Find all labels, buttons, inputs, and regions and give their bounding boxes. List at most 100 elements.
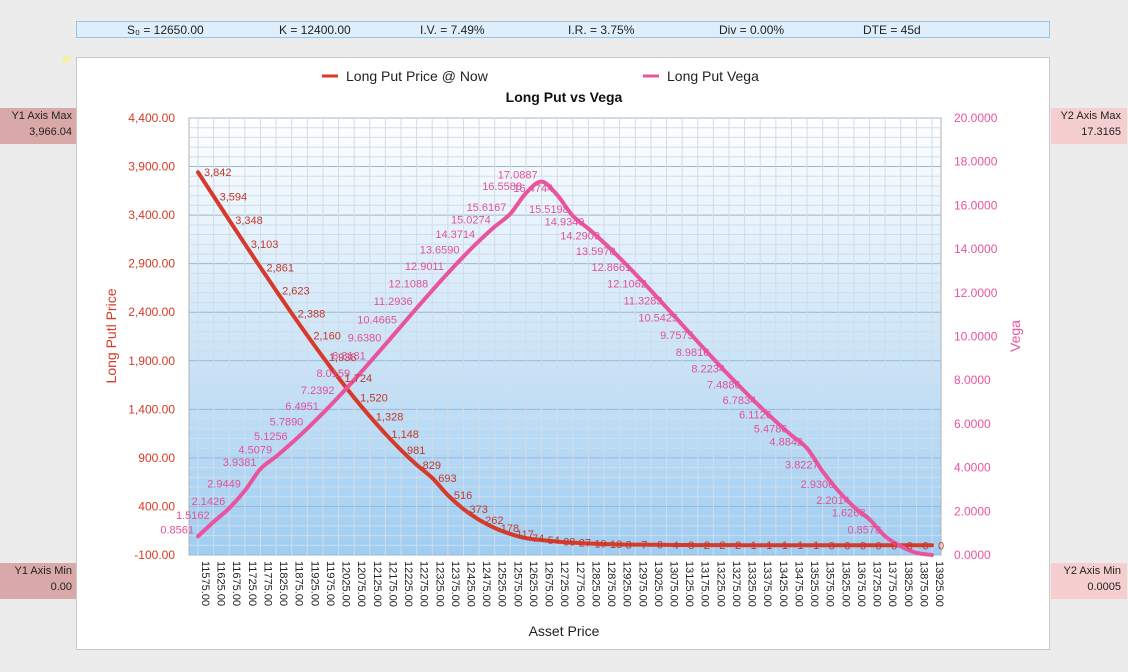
price-data-label: 7: [641, 540, 647, 552]
y1-axis-min-box[interactable]: Y1 Axis Min 0.00: [0, 563, 76, 599]
x-tick-labels: 11575.00 11625.00 11675.00 11725.00 11775.00…: [199, 561, 945, 607]
price-data-label: 981: [407, 445, 425, 457]
x-tick-label: 11925.00: [308, 561, 320, 606]
x-tick-label: 12575.00: [511, 561, 523, 607]
x-tick-label: 12775.00: [574, 561, 586, 607]
price-data-label: 74: [532, 533, 544, 545]
vega-data-label: 12.1062: [607, 278, 647, 290]
x-tick-label: 13925.00: [933, 561, 945, 607]
vega-data-label: 11.2936: [374, 296, 413, 308]
price-data-label: 1,520: [360, 393, 388, 405]
x-tick-label: 11575.00: [199, 561, 211, 606]
dividend-param: Div = 0.00%: [719, 23, 785, 37]
vega-data-label: 8.8181: [332, 350, 366, 362]
price-series-line: [196, 170, 934, 548]
y2-axis-max-box[interactable]: Y2 Axis Max 17.3165: [1051, 108, 1127, 144]
vega-data-label: 5.1256: [254, 431, 288, 443]
vega-data-label: 2.1426: [192, 496, 226, 508]
vega-data-label: 2.9306: [801, 479, 835, 491]
y1-tick-label: 900.00: [138, 451, 175, 465]
vega-data-label: 3.9381: [223, 457, 257, 469]
price-data-label: 2,160: [313, 331, 341, 343]
price-data-label: 38: [563, 537, 575, 549]
x-tick-label: 13625.00: [839, 561, 851, 607]
x-tick-label: 12625.00: [527, 561, 539, 607]
x-tick-label: 13225.00: [714, 561, 726, 607]
x-tick-label: 13825.00: [902, 561, 914, 607]
vega-data-label: 7.2392: [301, 385, 335, 397]
y2-tick-label: 0.0000: [954, 548, 991, 562]
x-tick-label: 12375.00: [449, 561, 461, 607]
price-data-label: 1,148: [391, 429, 419, 441]
vega-data-label: 16.5588: [482, 181, 522, 193]
price-data-label: 3,103: [251, 239, 279, 251]
y2-axis-min-box[interactable]: Y2 Axis Min 0.0005: [1051, 563, 1127, 599]
y2-tick-label: 10.0000: [954, 330, 998, 344]
interest-rate-param: I.R. = 3.75%: [568, 23, 635, 37]
vega-data-label: 8.2234: [691, 363, 725, 375]
price-data-label: 54: [548, 535, 560, 547]
y2-tick-label: 12.0000: [954, 286, 998, 300]
x-tick-label: 12125.00: [371, 561, 383, 607]
vega-data-label: 1.6268: [832, 507, 866, 519]
x-tick-label: 13725.00: [871, 561, 883, 607]
price-data-label: 0: [907, 540, 913, 552]
price-data-label: 1: [751, 540, 757, 552]
x-tick-label: 11775.00: [261, 561, 273, 606]
price-data-label: 1: [813, 540, 819, 552]
price-data-label: 8: [626, 540, 632, 552]
vega-data-label: 6.7834: [723, 395, 757, 407]
x-tick-label: 12975.00: [636, 561, 648, 607]
price-data-label: 1: [797, 540, 803, 552]
x-tick-label: 13525.00: [808, 561, 820, 607]
legend[interactable]: Long Put Price @ Now Long Put Vega: [322, 68, 759, 84]
x-tick-label: 12725.00: [558, 561, 570, 607]
x-tick-label: 12275.00: [418, 561, 430, 607]
vega-data-label: 14.3714: [435, 229, 475, 241]
x-tick-label: 12325.00: [433, 561, 445, 607]
y2-axis-min-value: 0.0005: [1087, 581, 1121, 593]
y1-axis-max-label: Y1 Axis Max: [11, 110, 72, 122]
price-data-label: 178: [501, 523, 519, 535]
vega-data-label: 2.9449: [207, 479, 241, 491]
x-tick-label: 13475.00: [792, 561, 804, 607]
y1-tick-label: 1,400.00: [128, 402, 175, 416]
x-tick-label: 13425.00: [777, 561, 789, 607]
x-tick-label: 12875.00: [605, 561, 617, 607]
y2-tick-label: 4.0000: [954, 461, 991, 475]
vega-data-label: 14.2909: [560, 231, 600, 243]
y1-tick-labels: -100.00 400.00 900.00 1,400.00 1,900.00 2,400…: [128, 111, 175, 562]
price-data-label: 1,724: [345, 373, 373, 385]
vega-data-label: 12.1088: [388, 278, 428, 290]
y1-tick-label: 1,900.00: [128, 354, 175, 368]
y2-tick-label: 16.0000: [954, 198, 998, 212]
price-data-label: 0: [860, 540, 866, 552]
y2-axis-min-label: Y2 Axis Min: [1063, 565, 1121, 577]
days-to-expiry-param: DTE = 45d: [863, 23, 921, 37]
vega-data-label: 6.4951: [285, 401, 319, 413]
price-data-label: 2,388: [298, 308, 326, 320]
y2-axis-max-label: Y2 Axis Max: [1060, 110, 1121, 122]
vega-data-label: 16.4744: [513, 183, 553, 195]
chart-title: Long Put vs Vega: [506, 89, 623, 105]
vega-data-label: 4.8842: [769, 436, 803, 448]
vega-data-label: 3.8227: [785, 459, 819, 471]
x-tick-label: 13325.00: [746, 561, 758, 607]
x-tick-label: 12675.00: [543, 561, 555, 607]
price-data-label: 2: [704, 540, 710, 552]
vega-data-label: 5.4786: [754, 423, 788, 435]
price-data-label: 1,938: [329, 352, 357, 364]
price-data-label: 19: [594, 538, 606, 550]
price-data-label: 0: [844, 540, 850, 552]
price-data-label: 0: [938, 540, 944, 552]
y1-axis-max-box[interactable]: Y1 Axis Max 3,966.04: [0, 108, 76, 144]
x-tick-label: 11875.00: [293, 561, 305, 606]
x-tick-label: 12025.00: [340, 561, 352, 607]
y2-tick-label: 6.0000: [954, 417, 991, 431]
vega-data-label: 5.7890: [270, 417, 304, 429]
price-data-label: 1: [766, 540, 772, 552]
y2-axis-label: Vega: [1007, 320, 1023, 352]
price-data-label: 1,328: [376, 411, 404, 423]
vega-data-label: 10.5425: [638, 313, 678, 325]
